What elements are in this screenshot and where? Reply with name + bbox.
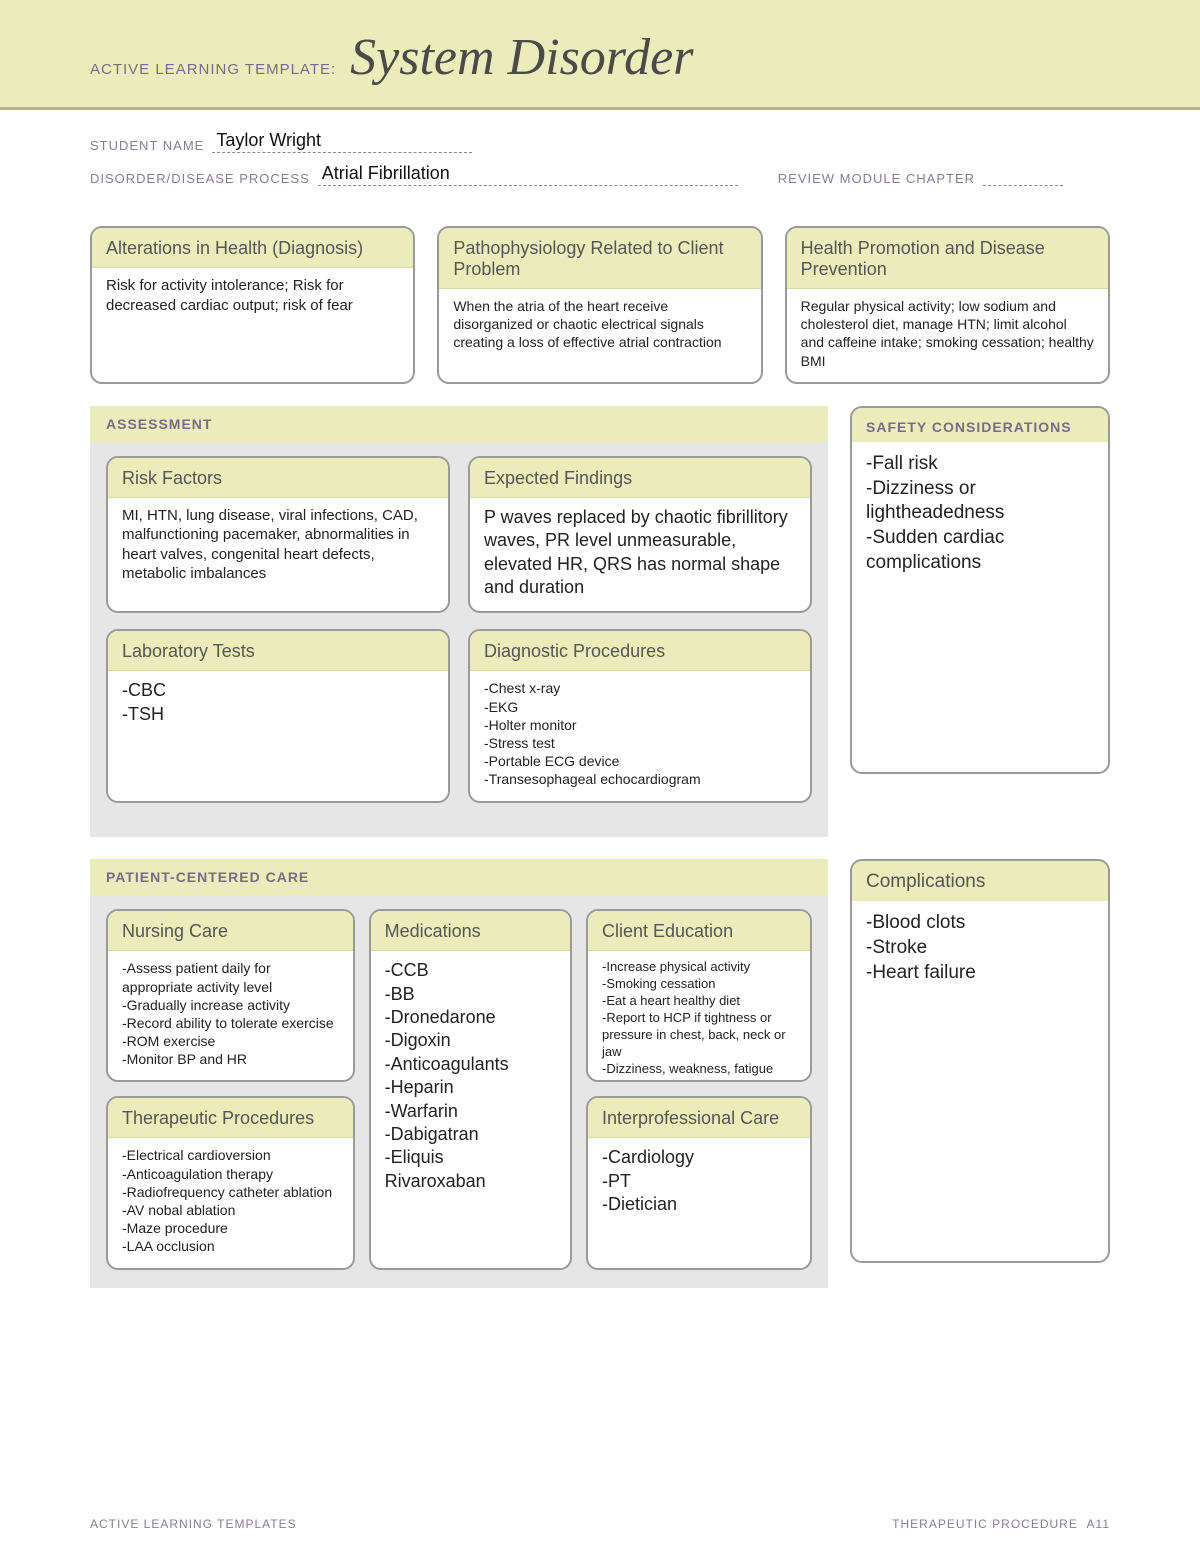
card-client-education-body: -Increase physical activity -Smoking ces… [588,951,810,1082]
card-therapeutic-procedures-title: Therapeutic Procedures [108,1098,353,1138]
footer-right: THERAPEUTIC PROCEDURE A11 [892,1517,1110,1531]
card-pathophysiology: Pathophysiology Related to Client Proble… [437,226,762,384]
card-client-education: Client Education -Increase physical acti… [586,909,812,1082]
student-name-value: Taylor Wright [212,130,472,153]
card-alterations-title: Alterations in Health (Diagnosis) [92,228,413,268]
student-name-field: STUDENT NAME Taylor Wright [90,130,472,153]
card-health-promotion-title: Health Promotion and Disease Prevention [787,228,1108,289]
card-lab-tests-title: Laboratory Tests [108,631,448,671]
card-diagnostic-procedures-title: Diagnostic Procedures [470,631,810,671]
footer-left: ACTIVE LEARNING TEMPLATES [90,1517,297,1531]
pcc-row: PATIENT-CENTERED CARE Nursing Care -Asse… [90,859,1110,1287]
safety-label: SAFETY CONSIDERATIONS [866,418,1094,436]
card-health-promotion: Health Promotion and Disease Prevention … [785,226,1110,384]
card-expected-findings: Expected Findings P waves replaced by ch… [468,456,812,614]
card-pathophysiology-title: Pathophysiology Related to Client Proble… [439,228,760,289]
review-chapter-label: REVIEW MODULE CHAPTER [778,171,975,186]
card-therapeutic-procedures: Therapeutic Procedures -Electrical cardi… [106,1096,355,1269]
safety-body: -Fall risk -Dizziness or lightheadedness… [852,442,1108,772]
disorder-value: Atrial Fibrillation [318,163,738,186]
card-pathophysiology-body: When the atria of the heart receive diso… [439,289,760,364]
card-interprofessional-care: Interprofessional Care -Cardiology -PT -… [586,1096,812,1269]
assessment-section-label: ASSESSMENT [90,406,828,442]
card-interprofessional-care-title: Interprofessional Care [588,1098,810,1138]
card-nursing-care-title: Nursing Care [108,911,353,951]
card-risk-factors-title: Risk Factors [108,458,448,498]
card-expected-findings-title: Expected Findings [470,458,810,498]
complications-body: -Blood clots -Stroke -Heart failure [852,901,1108,1261]
card-health-promotion-body: Regular physical activity; low sodium an… [787,289,1108,382]
card-complications: Complications -Blood clots -Stroke -Hear… [850,859,1110,1263]
footer-right-label: THERAPEUTIC PROCEDURE [892,1517,1078,1531]
pcc-panel: Nursing Care -Assess patient daily for a… [90,895,828,1287]
card-safety-considerations: SAFETY CONSIDERATIONS -Fall risk -Dizzin… [850,406,1110,774]
footer-page-number: A11 [1087,1517,1110,1531]
disorder-label: DISORDER/DISEASE PROCESS [90,171,310,186]
card-nursing-care-body: -Assess patient daily for appropriate ac… [108,951,353,1080]
card-lab-tests-body: -CBC -TSH [108,671,448,801]
card-nursing-care: Nursing Care -Assess patient daily for a… [106,909,355,1082]
pcc-section-label: PATIENT-CENTERED CARE [90,859,828,895]
card-lab-tests: Laboratory Tests -CBC -TSH [106,629,450,803]
card-medications-title: Medications [371,911,570,951]
card-expected-findings-body: P waves replaced by chaotic fibrillitory… [470,498,810,612]
card-alterations-body: Risk for activity intolerance; Risk for … [92,268,413,327]
banner-label: ACTIVE LEARNING TEMPLATE: [90,61,336,78]
banner-title: System Disorder [350,28,693,87]
assessment-panel: Risk Factors MI, HTN, lung disease, vira… [90,442,828,838]
page: ACTIVE LEARNING TEMPLATE: System Disorde… [0,0,1200,1553]
complications-title: Complications [852,861,1108,901]
card-interprofessional-care-body: -Cardiology -PT -Dietician [588,1138,810,1248]
card-client-education-title: Client Education [588,911,810,951]
card-therapeutic-procedures-body: -Electrical cardioversion -Anticoagulati… [108,1138,353,1267]
assessment-row: ASSESSMENT Risk Factors MI, HTN, lung di… [90,406,1110,838]
review-chapter-field: REVIEW MODULE CHAPTER [778,168,1063,186]
card-diagnostic-procedures-body: -Chest x-ray -EKG -Holter monitor -Stres… [470,671,810,800]
banner: ACTIVE LEARNING TEMPLATE: System Disorde… [0,0,1200,110]
meta-block: STUDENT NAME Taylor Wright DISORDER/DISE… [0,110,1200,206]
disorder-field: DISORDER/DISEASE PROCESS Atrial Fibrilla… [90,163,738,186]
top-card-row: Alterations in Health (Diagnosis) Risk f… [90,226,1110,384]
review-chapter-value [983,168,1063,186]
card-medications: Medications -CCB -BB -Dronedarone -Digox… [369,909,572,1269]
student-name-label: STUDENT NAME [90,138,204,153]
card-medications-body: -CCB -BB -Dronedarone -Digoxin -Anticoag… [371,951,570,1205]
card-risk-factors-body: MI, HTN, lung disease, viral infections,… [108,498,448,596]
card-alterations: Alterations in Health (Diagnosis) Risk f… [90,226,415,384]
content-area: Alterations in Health (Diagnosis) Risk f… [0,206,1200,1288]
footer: ACTIVE LEARNING TEMPLATES THERAPEUTIC PR… [90,1517,1110,1531]
card-risk-factors: Risk Factors MI, HTN, lung disease, vira… [106,456,450,614]
card-diagnostic-procedures: Diagnostic Procedures -Chest x-ray -EKG … [468,629,812,803]
